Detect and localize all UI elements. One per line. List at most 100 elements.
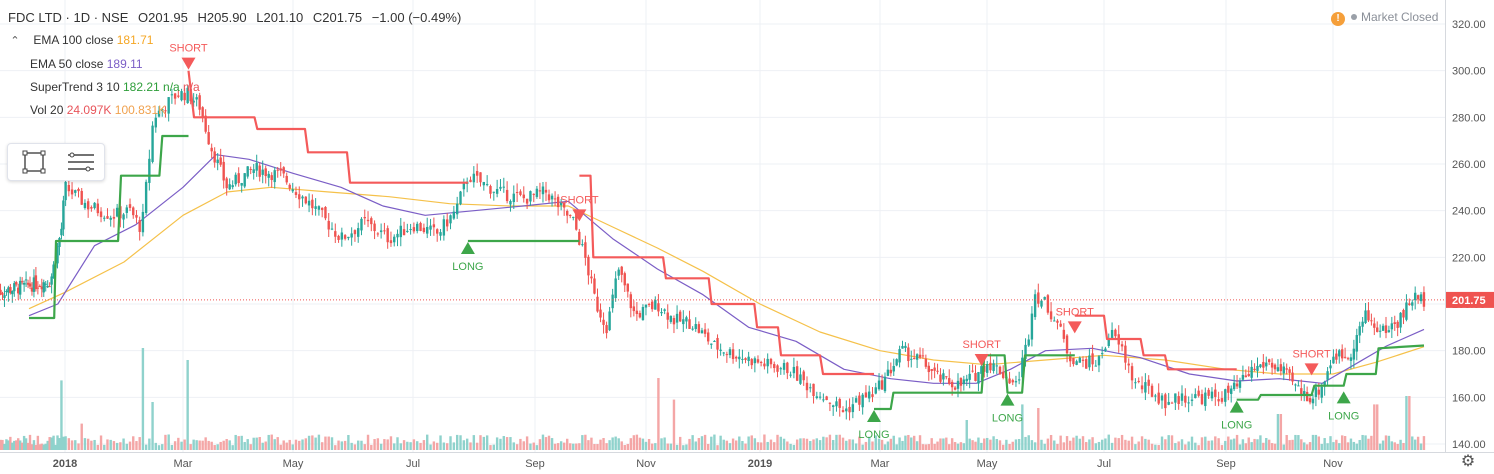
candle-body — [506, 190, 508, 201]
candle-body — [1161, 395, 1163, 400]
volume-bar — [1072, 438, 1074, 450]
candle-body — [624, 273, 626, 285]
candle-body — [630, 294, 632, 308]
candle-body — [1104, 349, 1106, 352]
candle-body — [277, 170, 279, 171]
candle-body — [587, 257, 589, 276]
candle-body — [608, 311, 610, 330]
change-value: −1.00 (−0.49%) — [372, 10, 462, 25]
volume-legend[interactable]: Vol 20 24.097K 100.831K — [8, 99, 461, 122]
volume-bar — [796, 440, 798, 450]
volume-bar — [198, 441, 200, 450]
volume-bar — [1338, 443, 1340, 450]
volume-bar — [977, 438, 979, 450]
volume-bar — [596, 444, 598, 450]
volume-bar — [1332, 442, 1334, 450]
candle-body — [1164, 394, 1166, 408]
candle-body — [1018, 379, 1020, 380]
volume-bar — [135, 441, 137, 450]
volume-bar — [386, 439, 388, 450]
volume-bar — [806, 439, 808, 450]
candle-body — [627, 284, 629, 292]
candle-body — [1075, 361, 1077, 365]
volume-bar — [129, 442, 131, 450]
gear-icon[interactable]: ⚙ — [1458, 451, 1478, 471]
open-value: O201.95 — [138, 10, 188, 25]
volume-bar — [523, 441, 525, 450]
warning-icon[interactable]: ! — [1331, 12, 1345, 26]
rectangle-tool-button[interactable] — [18, 148, 52, 176]
candle-body — [469, 180, 471, 182]
time-axis[interactable]: 2018 Mar May Jul Sep Nov 2019 Mar May Jul Sep Nov — [0, 453, 1494, 471]
volume-bar — [90, 441, 92, 450]
volume-bar — [1069, 441, 1071, 450]
volume-bar — [174, 441, 176, 450]
ema100-legend[interactable]: ⌃ EMA 100 close 181.71 — [8, 29, 461, 53]
volume-bar — [453, 442, 455, 450]
volume-bar — [219, 442, 221, 450]
candle-body — [1414, 293, 1416, 300]
volume-bar — [493, 445, 495, 450]
volume-bar — [933, 444, 935, 450]
long-signal-arrow — [461, 242, 475, 254]
volume-bar — [865, 442, 867, 450]
candle-body — [719, 350, 721, 351]
candle-body — [1095, 366, 1097, 367]
volume-bar — [960, 442, 962, 450]
supertrend-legend[interactable]: SuperTrend 3 10 182.21 n/a n/a — [8, 76, 461, 99]
candle-body — [84, 203, 86, 208]
short-signal-label: SHORT — [1292, 348, 1331, 360]
candle-body — [1059, 324, 1061, 327]
candle-body — [1277, 367, 1279, 371]
candle-body — [396, 234, 398, 237]
volume-bar — [741, 441, 743, 450]
volume-bar — [548, 436, 550, 450]
volume-bar — [201, 441, 203, 450]
volume-bar — [578, 443, 580, 450]
chart-legend: FDC LTD · 1D · NSE O201.95 H205.90 L201.… — [8, 6, 461, 122]
candle-body — [1114, 330, 1116, 337]
symbol-title[interactable]: FDC LTD · 1D · NSE — [8, 10, 128, 25]
volume-bar — [416, 441, 418, 450]
candle-body — [642, 307, 644, 320]
candle-body — [1359, 326, 1361, 335]
candle-body — [1008, 378, 1010, 383]
candle-body — [15, 282, 17, 284]
candle-body — [1098, 356, 1100, 365]
volume-bar — [1250, 442, 1252, 450]
volume-bar — [707, 444, 709, 450]
lines-tool-button[interactable] — [64, 148, 98, 176]
candle-body — [1236, 384, 1238, 387]
volume-bar — [164, 435, 166, 450]
candle-body — [1233, 383, 1235, 389]
volume-bar — [1367, 439, 1369, 450]
candle-body — [776, 365, 778, 371]
candle-body — [723, 353, 725, 354]
volume-bar — [682, 445, 684, 450]
volume-bar — [719, 436, 721, 450]
volume-bar — [1248, 438, 1250, 450]
candle-body — [426, 227, 428, 234]
candle-body — [735, 357, 737, 359]
candle-body — [216, 160, 218, 163]
market-status[interactable]: ! Market Closed — [1331, 10, 1438, 26]
candle-body — [516, 192, 518, 193]
candle-body — [1245, 375, 1247, 377]
ema50-legend[interactable]: EMA 50 close 189.11 — [8, 53, 461, 76]
candle-body — [796, 366, 798, 381]
volume-bar — [855, 443, 857, 450]
candle-body — [1184, 396, 1186, 403]
volume-bar — [673, 400, 675, 450]
candle-body — [992, 363, 994, 371]
volume-bar — [1157, 445, 1159, 450]
long-signal-arrow — [1230, 401, 1244, 413]
candle-body — [868, 392, 870, 399]
volume-bar — [347, 435, 349, 450]
volume-bar — [799, 438, 801, 450]
candle-body — [1088, 355, 1090, 367]
volume-bar — [957, 444, 959, 450]
candle-body — [250, 169, 252, 170]
price-axis[interactable]: 140.00160.00180.00200.00220.00240.00260.… — [1445, 0, 1494, 474]
volume-bar — [1356, 444, 1358, 450]
collapse-chevron-icon[interactable]: ⌃ — [8, 30, 22, 53]
